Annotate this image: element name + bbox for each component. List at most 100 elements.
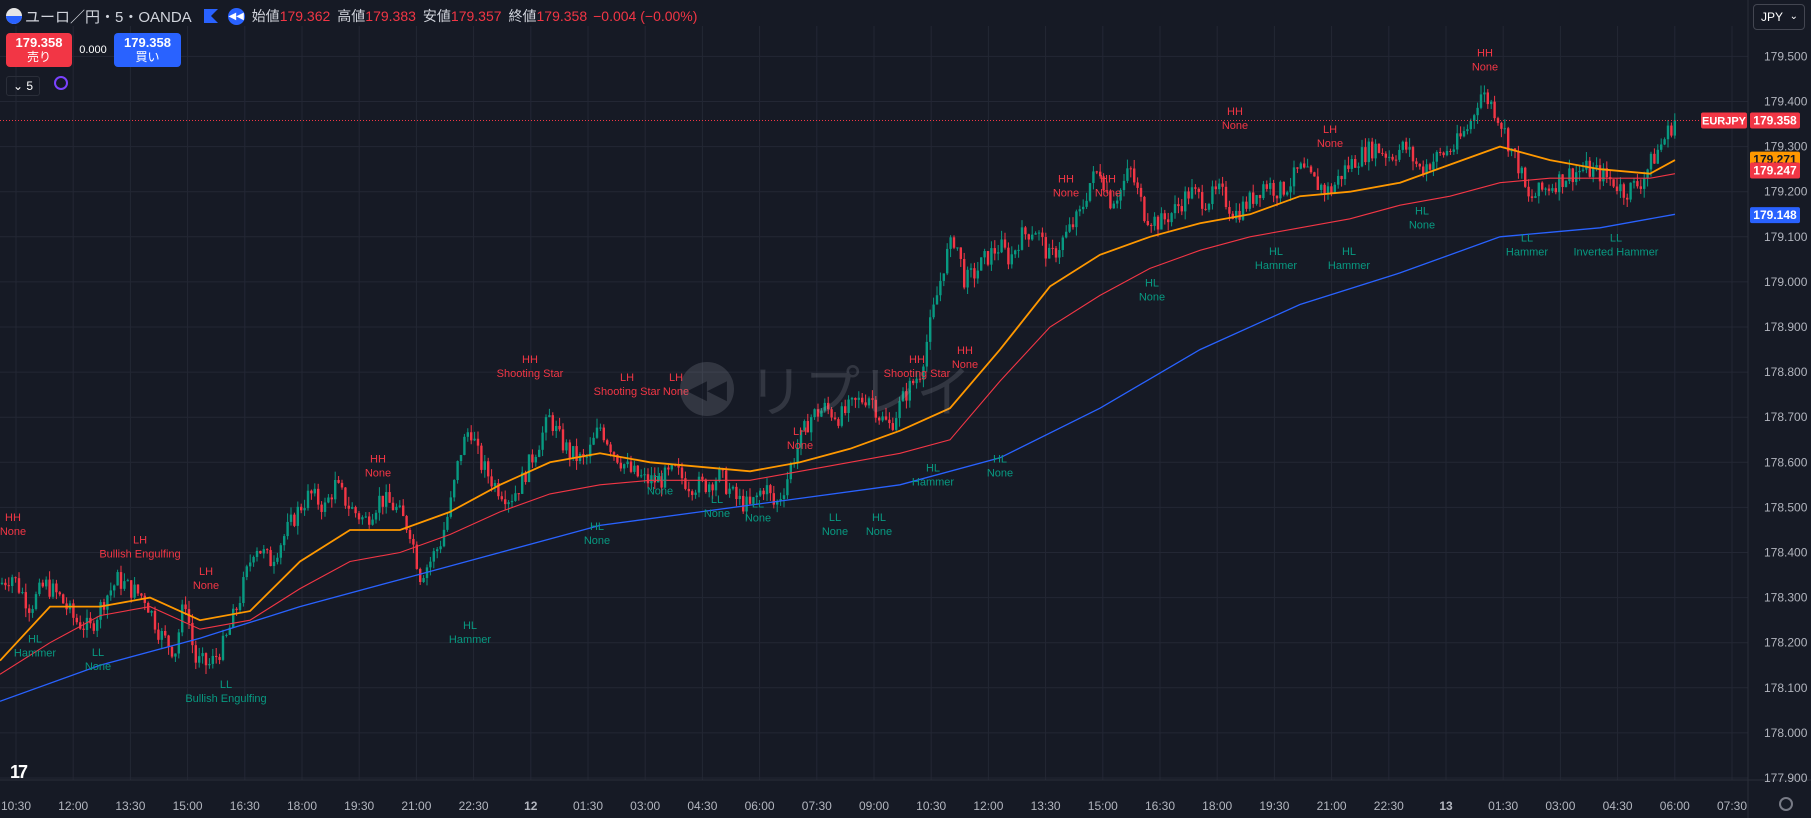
candle-body: [1551, 188, 1554, 191]
candle-body: [514, 493, 517, 501]
candle-body: [279, 545, 282, 558]
candle-body: [357, 513, 361, 520]
pattern-annotations: HH None LH Bullish Engulfing LH None HH None HH S…: [0, 47, 1659, 704]
candle-body: [1347, 165, 1350, 169]
candle-body: [1129, 168, 1132, 170]
time-tick-label: 21:00: [1317, 799, 1347, 813]
candle-body: [1218, 183, 1221, 190]
flag-icon[interactable]: [203, 9, 218, 23]
replay-watermark-text: リプレイ: [748, 361, 972, 424]
pattern-label-name: Hammer: [1328, 260, 1371, 272]
candle-body: [1003, 239, 1007, 248]
candle-body: [1211, 186, 1214, 204]
candle-body: [1289, 186, 1292, 193]
candle-body: [541, 432, 544, 450]
time-tick-label: 01:30: [573, 799, 603, 813]
candle-body: [1265, 184, 1268, 189]
candle-body: [113, 585, 116, 591]
legend-bar: ユーロ／円・5・OANDA ◀◀ 始値 179.362 高値 179.383 安値 1…: [0, 0, 697, 32]
candle-body: [7, 585, 10, 587]
candle-body: [531, 454, 534, 463]
candle-body: [170, 646, 174, 657]
candle-body: [1571, 168, 1574, 183]
candle-body: [942, 273, 945, 281]
candle-body: [905, 391, 908, 401]
candle-body: [449, 497, 452, 517]
candle-body: [446, 516, 449, 530]
candle-body: [330, 497, 333, 500]
candle-body: [272, 561, 276, 567]
candle-body: [1371, 141, 1374, 159]
candle-body: [701, 476, 704, 480]
candle-body: [1592, 167, 1595, 177]
candle-body: [85, 617, 89, 630]
pattern-label-type: LL: [829, 512, 841, 524]
time-tick-label: 15:00: [1088, 799, 1118, 813]
candle-body: [204, 653, 208, 666]
candle-body: [160, 630, 163, 640]
candle-body: [497, 483, 500, 497]
candle-body: [286, 521, 289, 537]
candle-body: [334, 479, 337, 500]
candle-body: [1245, 201, 1248, 209]
symbol-title[interactable]: ユーロ／円・5・OANDA: [25, 8, 192, 26]
candle-body: [725, 470, 728, 494]
pattern-label-type: LL: [220, 679, 232, 691]
candle-body: [395, 506, 398, 511]
candle-body: [361, 517, 364, 520]
candle-body: [75, 617, 78, 623]
candle-body: [527, 454, 531, 483]
sync-icon[interactable]: [54, 76, 68, 90]
pattern-label-type: LL: [92, 647, 104, 659]
pattern-label-name: Bullish Engulfing: [99, 548, 180, 560]
candle-body: [1313, 172, 1316, 177]
candle-body: [1065, 231, 1068, 238]
interval-toggle[interactable]: ⌄ 5: [6, 76, 41, 96]
pattern-label-type: LH: [199, 566, 213, 578]
candle-body: [901, 391, 905, 402]
time-tick-label: 06:00: [745, 799, 775, 813]
price-tick-label: 179.500: [1764, 49, 1808, 63]
tradingview-logo[interactable]: 17: [10, 762, 28, 782]
candle-body: [847, 399, 850, 414]
buy-label: 買い: [135, 50, 160, 64]
sell-button[interactable]: 179.358 売り: [6, 33, 72, 67]
candle-body: [483, 461, 486, 470]
candle-body: [1082, 206, 1085, 210]
candle-body: [1554, 188, 1557, 193]
gear-icon[interactable]: [1779, 797, 1793, 811]
candle-body: [228, 627, 231, 635]
candle-body: [432, 551, 435, 562]
candle-body: [1170, 213, 1173, 223]
candle-body: [1435, 152, 1438, 162]
candle-body: [1626, 197, 1629, 200]
candle-body: [810, 417, 813, 433]
candle-body: [1282, 181, 1285, 195]
buy-button[interactable]: 179.358 買い: [114, 33, 181, 67]
candle-body: [1500, 122, 1503, 129]
candle-body: [473, 438, 476, 441]
candle-body: [327, 497, 330, 503]
candle-body: [1636, 181, 1639, 187]
interval-value: 5: [26, 79, 34, 93]
candle-body: [1133, 168, 1136, 183]
candle-body: [929, 317, 932, 342]
candle-body: [371, 519, 374, 525]
price-tick-label: 178.800: [1764, 365, 1808, 379]
candle-body: [269, 550, 272, 567]
candle-body: [1561, 174, 1564, 187]
candle-body: [249, 562, 252, 567]
replay-icon[interactable]: ◀◀: [227, 7, 245, 25]
candle-body: [344, 487, 347, 506]
candle-body: [1656, 149, 1659, 164]
candle-body: [1534, 196, 1537, 198]
candle-body: [1598, 165, 1602, 182]
pattern-label-type: HH: [1058, 174, 1074, 186]
pattern-label-name: None: [1222, 120, 1248, 132]
candle-body: [677, 465, 680, 468]
candle-body: [1112, 203, 1115, 209]
candle-body: [266, 549, 269, 551]
currency-button[interactable]: JPY ⌄: [1753, 4, 1805, 30]
pattern-label-type: HL: [1145, 277, 1159, 289]
